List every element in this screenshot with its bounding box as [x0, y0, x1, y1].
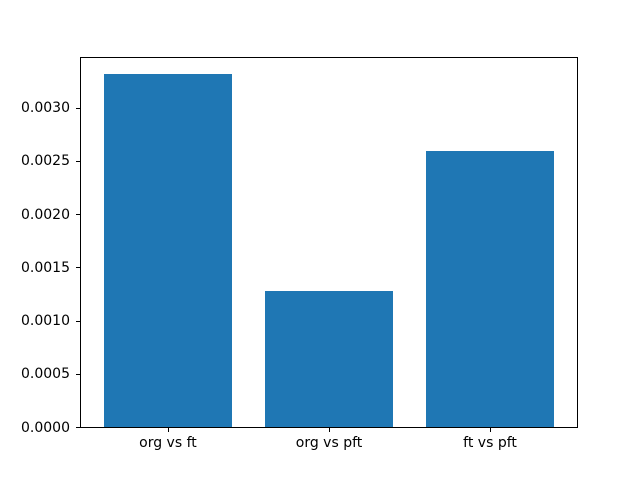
y-tick-mark: [76, 427, 80, 428]
y-tick-label: 0.0020: [21, 206, 70, 223]
x-tick-label: org vs ft: [139, 435, 197, 451]
y-tick-label: 0.0005: [21, 366, 70, 383]
y-tick-mark: [76, 320, 80, 322]
x-tick-mark: [490, 428, 492, 432]
x-tick-label: org vs pft: [295, 435, 363, 451]
y-tick-mark: [76, 107, 80, 109]
bar-ft-vs-pft: [425, 151, 555, 427]
x-tick-mark: [329, 428, 330, 432]
y-tick-mark: [76, 373, 80, 375]
x-tick-label: ft vs pft: [463, 435, 517, 451]
bar-org-vs-pft: [264, 290, 394, 427]
y-tick-label: 0.0015: [21, 259, 70, 276]
y-tick-label: 0.0010: [21, 313, 70, 330]
y-tick-label: 0.0025: [21, 153, 70, 170]
bar-org-vs-ft: [103, 73, 233, 427]
y-tick-mark: [76, 214, 80, 216]
plot-area: [80, 57, 578, 428]
y-tick-mark: [76, 160, 80, 162]
y-tick-label: 0.0000: [21, 419, 70, 436]
y-tick-mark: [76, 267, 80, 269]
y-tick-label: 0.0030: [21, 100, 70, 117]
x-tick-mark: [167, 428, 169, 432]
